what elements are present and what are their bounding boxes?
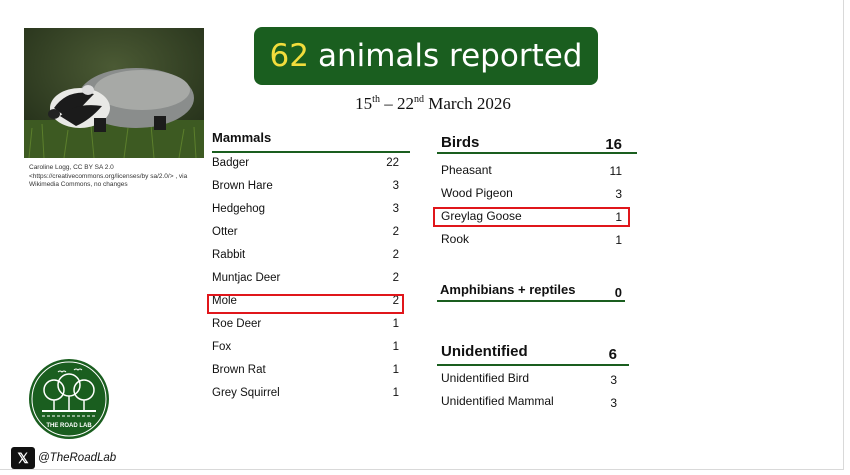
- unidentified-count: 3: [610, 373, 617, 387]
- unidentified-title: Unidentified: [441, 343, 528, 360]
- mammal-name: Badger: [212, 157, 250, 169]
- mammal-name: Rabbit: [212, 249, 246, 261]
- bird-count: 3: [615, 187, 622, 201]
- bird-name: Rook: [441, 232, 470, 246]
- birds-title: Birds: [441, 134, 480, 151]
- mole-highlight-box: [207, 294, 404, 314]
- x-logo-icon[interactable]: 𝕏: [11, 447, 35, 469]
- mammal-count: 2: [392, 249, 399, 261]
- amphibians-title: Amphibians + reptiles: [440, 282, 576, 297]
- birds-total: 16: [605, 136, 622, 153]
- total-count: 62: [269, 38, 309, 74]
- mammals-rule: [212, 151, 410, 153]
- twitter-handle[interactable]: @TheRoadLab: [38, 452, 117, 464]
- date-separator: –: [379, 94, 397, 113]
- bird-name: Pheasant: [441, 163, 492, 177]
- logo-text: THE ROAD LAB: [46, 423, 92, 429]
- bird-count: 1: [615, 210, 622, 224]
- bird-count: 11: [609, 164, 622, 178]
- mammal-name: Otter: [212, 226, 238, 238]
- mammal-name: Mole: [212, 295, 237, 307]
- banner-label: animals reported: [317, 38, 583, 74]
- unidentified-rule: [437, 364, 629, 366]
- end-suffix: nd: [413, 94, 424, 105]
- unidentified-count: 3: [610, 396, 617, 410]
- x-logo-glyph: 𝕏: [17, 449, 29, 466]
- bird-name: Wood Pigeon: [441, 186, 513, 200]
- amphibians-rule: [437, 300, 625, 302]
- date-range: 15th – 22nd March 2026: [254, 94, 612, 114]
- mammal-count: 1: [392, 387, 399, 399]
- mammal-count: 3: [392, 180, 399, 192]
- amphibians-total: 0: [614, 285, 622, 300]
- road-lab-logo: THE ROAD LAB: [28, 358, 110, 440]
- start-day: 15: [355, 94, 373, 113]
- mammal-count: 2: [392, 272, 399, 284]
- unidentified-total: 6: [608, 346, 617, 363]
- mammal-count: 2: [392, 226, 399, 238]
- mammal-name: Brown Rat: [212, 364, 266, 376]
- mammal-name: Brown Hare: [212, 180, 273, 192]
- greylag-goose-highlight-box: [433, 207, 630, 227]
- bird-count: 1: [615, 233, 622, 247]
- mammal-count: 2: [392, 295, 399, 307]
- mammals-title: Mammals: [212, 130, 272, 145]
- unidentified-name: Unidentified Mammal: [441, 394, 554, 408]
- photo-credit: Caroline Logg, CC BY SA 2.0 <https://cre…: [29, 164, 188, 188]
- social-handle[interactable]: 𝕏 @TheRoadLab: [11, 447, 116, 469]
- mammal-name: Roe Deer: [212, 318, 262, 330]
- mammal-name: Fox: [212, 341, 232, 353]
- start-suffix: th: [372, 94, 380, 105]
- mammal-name: Hedgehog: [212, 203, 266, 215]
- birds-rule: [437, 152, 637, 154]
- mammal-name: Muntjac Deer: [212, 272, 281, 284]
- animals-reported-banner: 62 animals reported: [254, 27, 598, 85]
- mammal-count: 1: [392, 364, 399, 376]
- mammal-count: 3: [392, 203, 399, 215]
- bird-name: Greylag Goose: [441, 209, 522, 223]
- badger-photo: [24, 28, 204, 158]
- mammal-count: 1: [392, 318, 399, 330]
- mammal-count: 1: [392, 341, 399, 353]
- mammal-name: Grey Squirrel: [212, 387, 280, 399]
- unidentified-name: Unidentified Bird: [441, 371, 530, 385]
- month-year: March 2026: [423, 94, 511, 113]
- end-day: 22: [396, 94, 414, 113]
- mammal-count: 22: [386, 157, 399, 169]
